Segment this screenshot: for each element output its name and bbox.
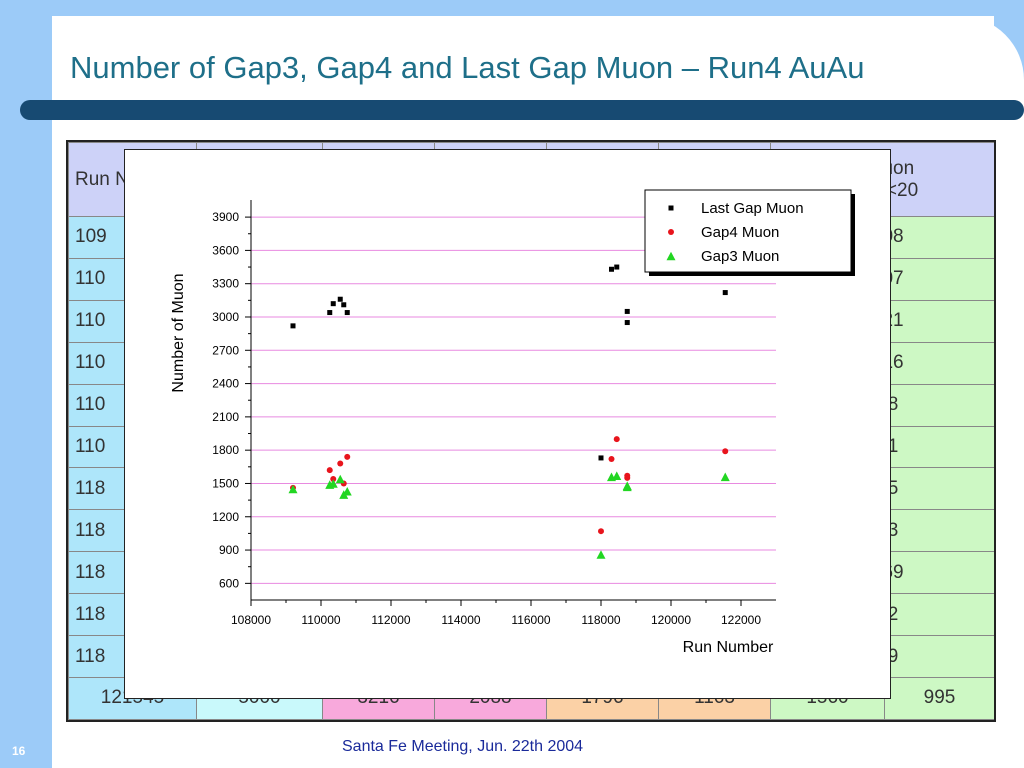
data-point — [608, 456, 615, 463]
x-tick-label: 118000 — [581, 613, 620, 627]
data-point — [344, 453, 351, 460]
data-point — [720, 472, 730, 482]
y-tick-label: 2400 — [212, 377, 239, 391]
y-tick-label: 2100 — [212, 410, 239, 424]
y-tick-label: 3300 — [212, 277, 239, 291]
data-point — [624, 320, 630, 326]
data-point — [328, 479, 338, 488]
y-tick-label: 3900 — [212, 210, 239, 224]
page-number: 16 — [12, 744, 26, 758]
title-underline-bar — [20, 100, 1024, 120]
x-axis-label: Run Number — [683, 639, 774, 656]
y-axis-label: Number of Muon — [170, 273, 187, 392]
data-point — [624, 474, 631, 481]
legend-marker — [668, 205, 674, 211]
data-point — [335, 474, 345, 484]
legend-marker — [666, 251, 676, 261]
data-point — [327, 310, 333, 316]
y-tick-label: 1500 — [212, 476, 239, 490]
y-tick-label: 3000 — [212, 310, 239, 324]
y-tick-label: 1800 — [212, 443, 239, 457]
legend-label: Gap3 Muon — [701, 248, 779, 265]
data-point — [341, 302, 347, 308]
x-tick-label: 112000 — [371, 613, 410, 627]
data-point — [596, 550, 606, 559]
data-point — [330, 301, 336, 307]
legend-box — [644, 189, 852, 273]
data-point — [624, 308, 630, 314]
data-point — [609, 266, 614, 272]
y-tick-label: 1200 — [212, 510, 239, 524]
table-cell: 995 — [884, 676, 994, 720]
data-point — [337, 296, 343, 302]
x-tick-label: 120000 — [651, 613, 691, 627]
data-point — [722, 448, 729, 455]
data-point — [290, 323, 296, 329]
data-point — [288, 484, 298, 494]
x-tick-label: 122000 — [721, 613, 761, 627]
data-point — [614, 264, 620, 270]
data-point — [330, 476, 337, 483]
slide-title: Number of Gap3, Gap4 and Last Gap Muon –… — [70, 50, 865, 85]
scatter-chart: 600 900 1200 1500 1800 2100 2400 2700 3000 3300 36… — [170, 189, 855, 656]
left-accent-bar — [0, 0, 52, 768]
y-tick-label: 600 — [219, 576, 239, 590]
x-tick-label: 114000 — [441, 613, 480, 627]
x-tick-label: 110000 — [301, 613, 340, 627]
y-tick-label: 900 — [219, 543, 239, 557]
legend-label: Gap4 Muon — [701, 224, 779, 241]
data-point — [612, 471, 622, 480]
scatter-chart-panel: 600 900 1200 1500 1800 2100 2400 2700 3000 3300 36… — [124, 149, 891, 699]
data-point — [722, 290, 728, 296]
slide-footer: Santa Fe Meeting, Jun. 22th 2004 — [342, 738, 584, 755]
x-tick-label: 116000 — [511, 613, 550, 627]
data-point — [598, 455, 604, 461]
y-tick-label: 3600 — [212, 243, 239, 257]
data-point — [613, 436, 620, 443]
data-point — [337, 460, 344, 467]
data-point — [326, 467, 333, 474]
top-accent-bar — [0, 0, 1024, 16]
header-line-1: Run N — [75, 168, 129, 190]
legend-label: Last Gap Muon — [701, 200, 804, 217]
y-tick-label: 2700 — [212, 343, 239, 357]
legend-marker — [668, 229, 674, 235]
x-tick-label: 108000 — [231, 613, 271, 627]
data-point — [344, 310, 350, 316]
data-point — [342, 486, 352, 496]
data-point — [598, 528, 604, 535]
data-point — [622, 482, 632, 492]
